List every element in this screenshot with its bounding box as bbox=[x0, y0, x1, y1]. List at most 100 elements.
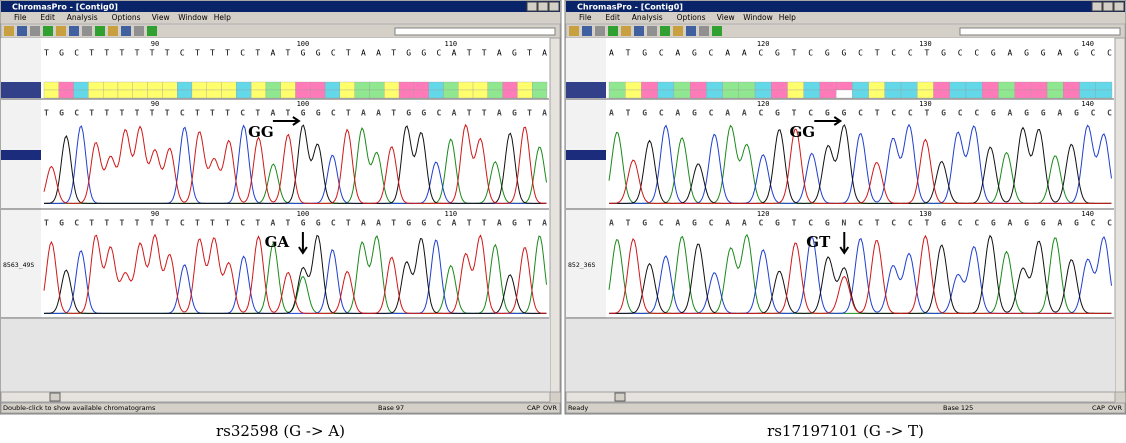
alignment-cell bbox=[118, 82, 133, 90]
menu-item[interactable]: Edit bbox=[605, 13, 620, 22]
alignment-cell bbox=[118, 90, 133, 98]
window-button[interactable] bbox=[549, 2, 559, 11]
status-base: Base 125 bbox=[943, 404, 973, 412]
alignment-cell bbox=[310, 90, 325, 98]
ruler-number: 130 bbox=[919, 210, 932, 218]
menu-item[interactable]: Help bbox=[214, 13, 231, 22]
window-button[interactable] bbox=[1092, 2, 1102, 11]
alignment-cell bbox=[325, 90, 340, 98]
horizontal-scrollbar[interactable] bbox=[1, 392, 550, 402]
snp-label: GT bbox=[806, 233, 831, 251]
alignment-cell bbox=[488, 82, 503, 90]
alignment-cell bbox=[723, 82, 739, 90]
ruler-number: 120 bbox=[757, 100, 770, 108]
menu-item[interactable]: File bbox=[579, 13, 592, 22]
alignment-cell bbox=[690, 90, 706, 98]
toolbar-button[interactable] bbox=[30, 26, 40, 36]
menu-item[interactable]: Edit bbox=[40, 13, 55, 22]
scroll-thumb[interactable] bbox=[50, 393, 60, 401]
horizontal-scrollbar[interactable] bbox=[566, 392, 1115, 402]
menu-item[interactable]: Window bbox=[178, 13, 208, 22]
alignment-cell bbox=[674, 82, 690, 90]
alignment-cell bbox=[934, 90, 950, 98]
toolbar-button[interactable] bbox=[660, 26, 670, 36]
alignment-cell bbox=[787, 90, 803, 98]
alignment-cell bbox=[266, 90, 281, 98]
toolbar-button[interactable] bbox=[56, 26, 66, 36]
window-button[interactable] bbox=[527, 2, 537, 11]
toolbar-button[interactable] bbox=[4, 26, 14, 36]
toolbar-button[interactable] bbox=[699, 26, 709, 36]
menu-item[interactable]: Analysis bbox=[632, 13, 663, 22]
alignment-cell bbox=[966, 90, 982, 98]
alignment-cell bbox=[982, 90, 998, 98]
alignment-cell bbox=[473, 82, 488, 90]
name-column bbox=[566, 38, 606, 318]
alignment-cell bbox=[192, 82, 207, 90]
alignment-cell bbox=[443, 82, 458, 90]
toolbar-button[interactable] bbox=[712, 26, 722, 36]
toolbar-button[interactable] bbox=[686, 26, 696, 36]
alignment-cell bbox=[1047, 82, 1063, 90]
alignment-cell bbox=[1080, 82, 1096, 90]
menu-item[interactable]: View bbox=[152, 13, 170, 22]
alignment-cell bbox=[296, 90, 311, 98]
toolbar-button[interactable] bbox=[608, 26, 618, 36]
toolbar-button[interactable] bbox=[69, 26, 79, 36]
window-button[interactable] bbox=[538, 2, 548, 11]
toolbar-button[interactable] bbox=[147, 26, 157, 36]
toolbar-button[interactable] bbox=[108, 26, 118, 36]
alignment-cell bbox=[74, 90, 89, 98]
menu-item[interactable]: Window bbox=[743, 13, 773, 22]
alignment-cell bbox=[503, 90, 518, 98]
zoom-slider[interactable] bbox=[395, 28, 555, 35]
toolbar-button[interactable] bbox=[582, 26, 592, 36]
toolbar-button[interactable] bbox=[82, 26, 92, 36]
alignment-cell bbox=[222, 90, 237, 98]
alignment-cell bbox=[869, 82, 885, 90]
menu-item[interactable]: Options bbox=[677, 13, 706, 22]
toolbar-button[interactable] bbox=[569, 26, 579, 36]
alignment-cell bbox=[458, 90, 473, 98]
menu-item[interactable]: Analysis bbox=[67, 13, 98, 22]
toolbar-button[interactable] bbox=[621, 26, 631, 36]
scroll-thumb[interactable] bbox=[615, 393, 625, 401]
toolbar-button[interactable] bbox=[673, 26, 683, 36]
row-name-bg bbox=[566, 82, 606, 90]
alignment-cell bbox=[804, 82, 820, 90]
alignment-cell bbox=[723, 90, 739, 98]
toolbar-button[interactable] bbox=[121, 26, 131, 36]
menu-item[interactable]: Options bbox=[112, 13, 141, 22]
alignment-cell bbox=[369, 90, 384, 98]
toolbar-button[interactable] bbox=[595, 26, 605, 36]
alignment-cell bbox=[251, 90, 266, 98]
menu-item[interactable]: File bbox=[14, 13, 27, 22]
menu-item[interactable]: View bbox=[717, 13, 735, 22]
alignment-cell bbox=[1031, 90, 1047, 98]
toolbar-button[interactable] bbox=[43, 26, 53, 36]
track-name-bg bbox=[566, 150, 606, 160]
zoom-slider[interactable] bbox=[960, 28, 1120, 35]
alignment-cell bbox=[488, 90, 503, 98]
vertical-scrollbar[interactable] bbox=[550, 38, 560, 392]
toolbar-button[interactable] bbox=[634, 26, 644, 36]
window-button[interactable] bbox=[1114, 2, 1124, 11]
vertical-scrollbar[interactable] bbox=[1115, 38, 1125, 392]
alignment-cell bbox=[74, 82, 89, 90]
ruler-number: 90 bbox=[151, 210, 159, 218]
toolbar-button[interactable] bbox=[647, 26, 657, 36]
window-button[interactable] bbox=[1103, 2, 1113, 11]
alignment-cell bbox=[429, 90, 444, 98]
toolbar-button[interactable] bbox=[95, 26, 105, 36]
status-cap: CAP bbox=[527, 404, 540, 412]
toolbar-button[interactable] bbox=[17, 26, 27, 36]
alignment-cell bbox=[966, 82, 982, 90]
menu-item[interactable]: Help bbox=[779, 13, 796, 22]
alignment-cell bbox=[310, 82, 325, 90]
alignment-cell bbox=[281, 90, 296, 98]
ruler-number: 100 bbox=[297, 40, 310, 48]
alignment-cell bbox=[458, 82, 473, 90]
alignment-cell bbox=[706, 90, 722, 98]
alignment-cell bbox=[1047, 90, 1063, 98]
toolbar-button[interactable] bbox=[134, 26, 144, 36]
